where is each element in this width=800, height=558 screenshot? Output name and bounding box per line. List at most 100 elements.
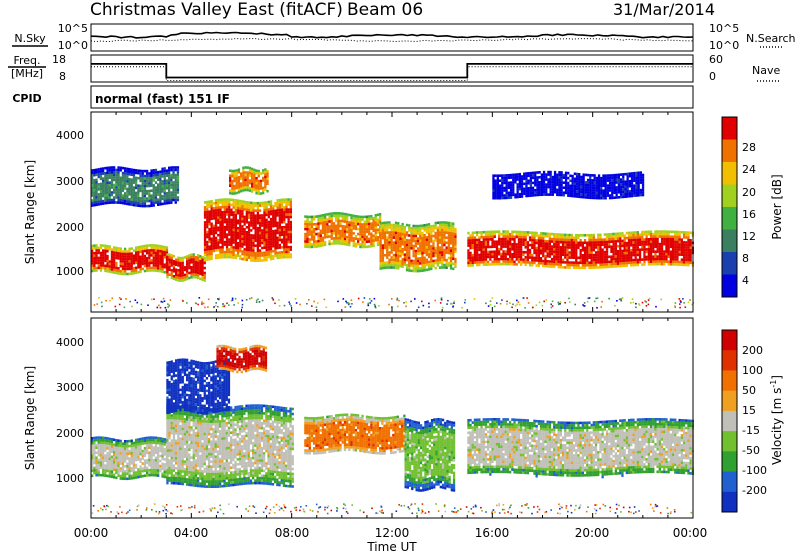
heatmap-cell [553, 258, 555, 261]
heatmap-cell [534, 194, 536, 197]
heatmap-cell [281, 251, 283, 254]
heatmap-cell [274, 217, 276, 220]
heatmap-cell [534, 174, 536, 177]
heatmap-cell [544, 242, 546, 245]
heatmap-cell [685, 244, 687, 247]
heatmap-cell [346, 221, 348, 224]
heatmap-cell [279, 234, 281, 237]
heatmap-cell [604, 241, 606, 244]
heatmap-cell [135, 254, 137, 257]
heatmap-cell [566, 234, 568, 237]
heatmap-cell [428, 231, 430, 234]
heatmap-cell [624, 242, 626, 245]
heatmap-cell [555, 263, 557, 266]
heatmap-cell [290, 228, 292, 231]
heatmap-cell [259, 244, 261, 247]
heatmap-cell [230, 256, 232, 259]
heatmap-cell [480, 246, 482, 249]
heatmap-cell [217, 206, 219, 209]
heatmap-cell [679, 246, 681, 249]
heatmap-cell [231, 192, 233, 195]
heatmap-cell [519, 175, 521, 178]
heatmap-cell [597, 239, 599, 242]
heatmap-cell [424, 237, 426, 240]
heatmap-cell [102, 167, 104, 170]
heatmap-cell [424, 264, 426, 267]
heatmap-cell [404, 261, 406, 264]
heatmap-cell [168, 266, 170, 269]
heatmap-cell [605, 187, 607, 190]
heatmap-cell [494, 260, 496, 263]
heatmap-cell [443, 254, 445, 257]
heatmap-cell [562, 261, 564, 264]
heatmap-cell [311, 226, 313, 229]
heatmap-cell [117, 191, 119, 194]
heatmap-cell [562, 259, 564, 262]
heatmap-cell [437, 229, 439, 232]
heatmap-cell [248, 231, 250, 234]
heatmap-cell [594, 184, 596, 187]
heatmap-cell [193, 273, 195, 276]
heatmap-cell [164, 170, 166, 173]
heatmap-cell [613, 174, 615, 177]
heatmap-cell [268, 203, 270, 206]
heatmap-cell [222, 211, 224, 214]
heatmap-cell [683, 256, 685, 259]
heatmap-cell [144, 197, 146, 200]
heatmap-cell [326, 226, 328, 229]
heatmap-cell [638, 177, 640, 180]
heatmap-cell [236, 177, 238, 180]
heatmap-cell [219, 216, 221, 219]
heatmap-cell [643, 233, 645, 236]
heatmap-cell [560, 258, 562, 261]
heatmap-cell [553, 266, 555, 269]
heatmap-cell [560, 248, 562, 251]
heatmap-cell [326, 236, 328, 239]
heatmap-cell [542, 252, 544, 255]
heatmap-cell [290, 208, 292, 211]
heatmap-cell [290, 236, 292, 239]
heatmap-cell [261, 252, 263, 255]
heatmap-cell [522, 243, 524, 246]
heatmap-cell [574, 195, 576, 198]
heatmap-cell [531, 239, 533, 242]
heatmap-cell [328, 235, 330, 238]
heatmap-cell [567, 189, 569, 192]
heatmap-cell [642, 194, 644, 197]
heatmap-cell [597, 256, 599, 259]
heatmap-cell [576, 173, 578, 176]
heatmap-cell [454, 228, 456, 231]
heatmap-cell [228, 211, 230, 214]
heatmap-cell [506, 194, 508, 197]
heatmap-cell [375, 239, 377, 242]
heatmap-cell [509, 263, 511, 266]
heatmap-cell [397, 257, 399, 260]
heatmap-cell [281, 246, 283, 249]
heatmap-cell [542, 242, 544, 245]
heatmap-cell [404, 238, 406, 241]
heatmap-cell [224, 241, 226, 244]
heatmap-cell [168, 199, 170, 202]
heatmap-cell [542, 235, 544, 238]
heatmap-cell [521, 190, 523, 193]
heatmap-cell [498, 240, 500, 243]
heatmap-cell [166, 271, 168, 274]
heatmap-cell [597, 234, 599, 237]
heatmap-cell [516, 253, 518, 256]
heatmap-cell [263, 216, 265, 219]
heatmap-cell [584, 254, 586, 257]
heatmap-cell [529, 251, 531, 254]
heatmap-cell [646, 256, 648, 259]
heatmap-cell [251, 183, 253, 186]
heatmap-cell [588, 249, 590, 252]
heatmap-cell [619, 257, 621, 260]
heatmap-cell [111, 256, 113, 259]
heatmap-cell [613, 248, 615, 251]
heatmap-cell [659, 255, 661, 258]
heatmap-cell [430, 240, 432, 243]
heatmap-cell [547, 193, 549, 196]
heatmap-cell [100, 254, 102, 257]
heatmap-cell [496, 253, 498, 256]
heatmap-cell [599, 264, 601, 267]
heatmap-cell [106, 187, 108, 190]
